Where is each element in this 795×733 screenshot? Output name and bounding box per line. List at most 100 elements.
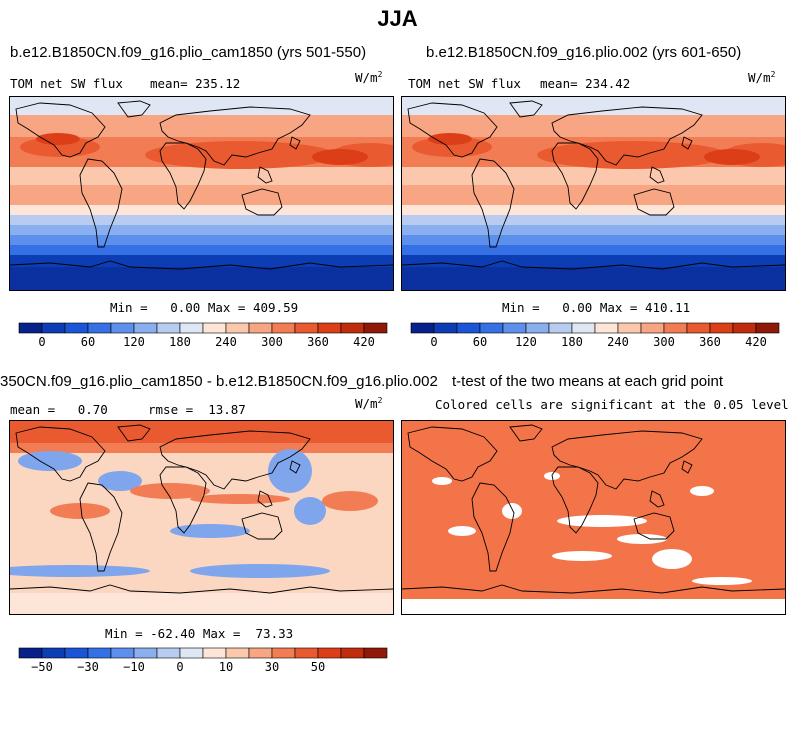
diff-positive-region bbox=[190, 494, 290, 504]
coastline bbox=[551, 466, 599, 534]
coastline bbox=[117, 424, 151, 442]
flux-band bbox=[402, 235, 785, 245]
panel-1-colorbar: 0 60 120 180 240 300 360 420 bbox=[18, 322, 388, 352]
colorbar-tick-label: 360 bbox=[307, 335, 329, 349]
panel-1-units: W/m2 bbox=[355, 70, 383, 86]
non-significant-cells bbox=[448, 526, 476, 536]
panel-1-map bbox=[9, 96, 394, 291]
diff-negative-region bbox=[190, 564, 330, 578]
coastline bbox=[241, 512, 283, 540]
antarctic-coastline bbox=[10, 584, 393, 594]
coastline bbox=[407, 102, 498, 158]
colorbar-tick-label: 240 bbox=[215, 335, 237, 349]
panel-3-rmse-label: rmse = 13.87 bbox=[148, 402, 246, 417]
colorbar-segment bbox=[433, 322, 458, 334]
figure-title: JJA bbox=[377, 6, 418, 31]
coastline bbox=[289, 136, 301, 150]
coastline bbox=[117, 100, 151, 118]
flux-peak-region bbox=[36, 133, 80, 145]
colorbar-segment bbox=[248, 647, 273, 659]
colorbar-segment bbox=[363, 647, 388, 659]
flux-band bbox=[10, 205, 393, 215]
coastline bbox=[649, 490, 665, 508]
colorbar-segment bbox=[294, 647, 319, 659]
panel-3-minmax: Min = -62.40 Max = 73.33 bbox=[105, 626, 294, 641]
colorbar-tick-label: 60 bbox=[81, 335, 95, 349]
flux-peak-region bbox=[704, 149, 760, 165]
coastline bbox=[241, 188, 283, 216]
panel-2-title: b.e12.B1850CN.f09_g16.plio.002 (yrs 601-… bbox=[426, 44, 742, 61]
non-significant-cells bbox=[652, 549, 692, 569]
colorbar-segment bbox=[594, 322, 619, 334]
diff-positive-region bbox=[130, 483, 210, 499]
colorbar-segment bbox=[525, 322, 550, 334]
significant-cells bbox=[402, 421, 785, 601]
flux-high-region bbox=[145, 141, 335, 169]
flux-band bbox=[10, 115, 393, 137]
colorbar-segment bbox=[156, 322, 181, 334]
non-significant-cells bbox=[557, 515, 647, 527]
colorbar-segment bbox=[64, 322, 89, 334]
colorbar-segment bbox=[571, 322, 596, 334]
flux-band bbox=[402, 115, 785, 137]
antarctica bbox=[10, 267, 393, 290]
coastline bbox=[15, 102, 106, 158]
panel-3-colorbar: −50 −30 −10 0 10 30 50 bbox=[18, 647, 388, 677]
colorbar-segment bbox=[663, 322, 688, 334]
coastline bbox=[681, 460, 693, 474]
colorbar-tick-label: 300 bbox=[261, 335, 283, 349]
colorbar-segment bbox=[686, 322, 711, 334]
flux-peak-region bbox=[312, 149, 368, 165]
diff-antarctic bbox=[10, 593, 393, 614]
diff-positive-region bbox=[50, 503, 110, 519]
colorbar-segment bbox=[87, 322, 112, 334]
colorbar-tick-label: −30 bbox=[77, 660, 99, 674]
panel-1-minmax: Min = 0.00 Max = 409.59 bbox=[110, 300, 299, 315]
coastline bbox=[551, 106, 703, 166]
colorbar-tick-label: 420 bbox=[353, 335, 375, 349]
non-significant-cells bbox=[552, 551, 612, 561]
panel-3-title: 350CN.f09_g16.plio_cam1850 - b.e12.B1850… bbox=[0, 373, 438, 390]
panel-1-variable-label: TOM net SW flux bbox=[10, 76, 123, 91]
flux-band bbox=[10, 97, 393, 115]
colorbar-segment bbox=[340, 322, 365, 334]
colorbar-segment bbox=[225, 647, 250, 659]
colorbar-tick-label: 360 bbox=[699, 335, 721, 349]
panel-3-mean-label: mean = 0.70 bbox=[10, 402, 108, 417]
colorbar-segment bbox=[41, 647, 66, 659]
coastline bbox=[649, 166, 665, 184]
coastline bbox=[257, 166, 273, 184]
diff-negative-region bbox=[10, 565, 150, 577]
colorbar-segment bbox=[179, 647, 204, 659]
coastline bbox=[79, 482, 123, 572]
coastline bbox=[471, 158, 515, 248]
flux-band bbox=[402, 205, 785, 215]
colorbar-tick-label: −50 bbox=[31, 660, 53, 674]
panel-4-title: t-test of the two means at each grid poi… bbox=[452, 373, 723, 390]
flux-band bbox=[10, 215, 393, 225]
colorbar-tick-label: 0 bbox=[38, 335, 45, 349]
coastline bbox=[159, 142, 207, 210]
non-significant-cells bbox=[690, 486, 714, 496]
colorbar-tick-label: 50 bbox=[311, 660, 325, 674]
colorbar-segment bbox=[363, 322, 388, 334]
flux-band bbox=[402, 97, 785, 115]
panel-3-units: W/m2 bbox=[355, 396, 383, 412]
colorbar-segment bbox=[410, 322, 435, 334]
diff-negative-region bbox=[294, 497, 326, 525]
coastline bbox=[471, 482, 515, 572]
panel-1-colorbar-svg: 0 60 120 180 240 300 360 420 bbox=[18, 322, 388, 349]
colorbar-tick-label: 0 bbox=[176, 660, 183, 674]
panel-2-mean-label: mean= 234.42 bbox=[540, 76, 631, 91]
non-significant-cells bbox=[502, 503, 522, 519]
colorbar-segment bbox=[317, 647, 342, 659]
colorbar-segment bbox=[18, 322, 43, 334]
colorbar-segment bbox=[640, 322, 665, 334]
panel-2-units: W/m2 bbox=[748, 70, 776, 86]
panel-2-minmax: Min = 0.00 Max = 410.11 bbox=[502, 300, 691, 315]
panel-3-map-svg bbox=[10, 421, 393, 614]
flux-band bbox=[402, 215, 785, 225]
colorbar-segment bbox=[225, 322, 250, 334]
colorbar-segment bbox=[271, 647, 296, 659]
colorbar-tick-label: 60 bbox=[473, 335, 487, 349]
